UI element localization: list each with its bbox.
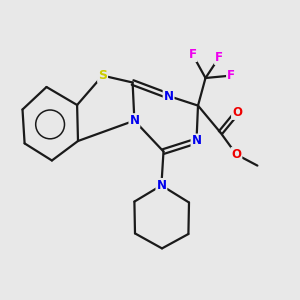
Text: F: F xyxy=(227,69,235,82)
Text: N: N xyxy=(164,89,174,103)
Text: S: S xyxy=(98,69,107,82)
Text: N: N xyxy=(191,134,202,148)
Text: N: N xyxy=(156,179,167,192)
Text: N: N xyxy=(129,114,140,127)
Text: O: O xyxy=(232,106,242,119)
Text: F: F xyxy=(189,48,196,61)
Text: O: O xyxy=(231,148,242,161)
Text: F: F xyxy=(215,51,223,64)
